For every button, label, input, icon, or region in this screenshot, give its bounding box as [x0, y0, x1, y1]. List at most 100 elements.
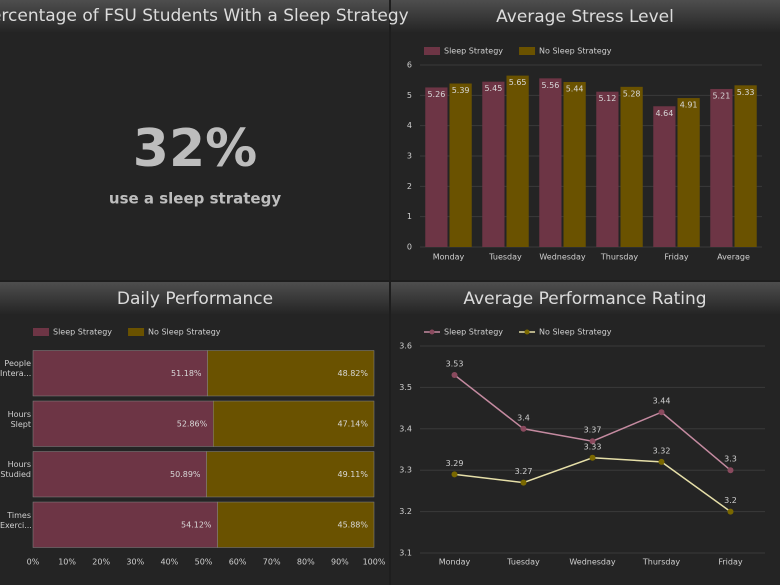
value-label: 51.18%	[171, 369, 202, 378]
value-label: 5.12	[598, 94, 616, 103]
bar	[425, 87, 448, 248]
legend-swatch	[128, 328, 145, 336]
point	[727, 508, 734, 515]
bar-segment	[206, 451, 375, 498]
point	[451, 471, 458, 478]
bar	[620, 86, 643, 247]
legend-label: No Sleep Strategy	[539, 47, 612, 56]
value-label: 3.29	[446, 459, 464, 468]
x-tick-label: Tuesday	[488, 253, 522, 262]
x-tick-label: 70%	[263, 558, 281, 567]
bar-segment	[32, 451, 207, 498]
x-tick-label: Thursday	[600, 253, 638, 262]
value-label: 3.44	[653, 397, 671, 406]
value-label: 3.37	[584, 426, 602, 435]
legend-label: No Sleep Strategy	[148, 328, 221, 337]
bar	[482, 81, 505, 247]
point	[658, 409, 665, 416]
y-tick-label: 3.4	[399, 424, 412, 433]
bar	[710, 88, 733, 247]
value-label: 54.12%	[181, 520, 212, 529]
value-label: 5.44	[566, 84, 584, 93]
chart-title: Average Performance Rating	[463, 289, 706, 309]
legend-label: No Sleep Strategy	[539, 328, 612, 337]
value-label: 3.3	[724, 455, 737, 464]
x-tick-label: 40%	[161, 558, 179, 567]
bar	[506, 75, 529, 247]
y-tick-label: 3.6	[399, 342, 412, 351]
kpi-title: Percentage of FSU Students With a Sleep …	[0, 6, 409, 26]
x-tick-label: 80%	[297, 558, 315, 567]
value-label: 47.14%	[337, 419, 368, 428]
bar-segment	[32, 400, 214, 447]
value-label: 5.26	[427, 90, 445, 99]
value-label: 48.82%	[337, 369, 368, 378]
y-tick-label: 3.3	[399, 466, 412, 475]
x-tick-label: Friday	[718, 558, 743, 567]
y-tick-label: 0	[407, 243, 412, 252]
panel-header	[391, 282, 780, 314]
point	[589, 438, 596, 445]
panel	[391, 282, 780, 585]
chart-title: Average Stress Level	[496, 7, 674, 27]
point	[658, 458, 665, 465]
value-label: 3.4	[517, 413, 530, 422]
value-label: 3.32	[653, 446, 671, 455]
bar	[539, 78, 562, 247]
y-tick-label: 3.1	[399, 549, 412, 558]
x-tick-label: 50%	[195, 558, 213, 567]
value-label: 4.64	[655, 109, 673, 118]
legend-label: Sleep Strategy	[53, 328, 112, 337]
panel-header	[391, 0, 780, 32]
point	[520, 479, 527, 486]
value-label: 3.2	[724, 496, 737, 505]
bar-segment	[217, 501, 375, 548]
value-label: 5.39	[452, 86, 470, 95]
x-tick-label: 30%	[126, 558, 144, 567]
value-label: 3.53	[446, 359, 464, 368]
point	[451, 371, 458, 378]
value-label: 50.89%	[170, 470, 201, 479]
y-tick-label: 5	[407, 91, 412, 100]
y-tick-label: 6	[407, 61, 412, 70]
bar	[596, 91, 619, 248]
x-tick-label: Monday	[433, 253, 465, 262]
legend-swatch	[519, 47, 536, 55]
bar-segment	[213, 400, 375, 447]
x-tick-label: Wednesday	[569, 558, 616, 567]
value-label: 49.11%	[337, 470, 368, 479]
y-tick-label: People Intera...	[0, 359, 31, 379]
value-label: 3.33	[584, 442, 602, 451]
x-tick-label: 60%	[229, 558, 247, 567]
y-tick-label: 3.2	[399, 507, 412, 516]
y-tick-label: Hours Slept	[7, 409, 31, 429]
panel-header	[0, 282, 389, 314]
x-tick-label: 100%	[363, 558, 386, 567]
kpi-value: 32%	[133, 119, 257, 179]
x-tick-label: 10%	[58, 558, 76, 567]
y-tick-label: 4	[407, 121, 412, 130]
value-label: 5.56	[541, 81, 559, 90]
value-label: 4.91	[680, 101, 698, 110]
chart-title: Daily Performance	[117, 289, 273, 309]
kpi-caption: use a sleep strategy	[109, 190, 281, 208]
legend-label: Sleep Strategy	[444, 47, 503, 56]
y-tick-label: 3.5	[399, 383, 412, 392]
value-label: 5.33	[737, 88, 755, 97]
x-tick-label: Thursday	[642, 558, 680, 567]
y-tick-label: Times Exerci...	[0, 510, 31, 530]
value-label: 45.88%	[337, 520, 368, 529]
x-tick-label: Tuesday	[506, 558, 540, 567]
y-tick-label: Hours Studied	[0, 460, 31, 480]
panel	[0, 0, 389, 280]
value-label: 52.86%	[177, 419, 208, 428]
panel-header	[0, 0, 389, 32]
bar	[653, 106, 676, 248]
bar-segment	[32, 350, 208, 397]
x-tick-label: 0%	[27, 558, 40, 567]
x-tick-label: Average	[717, 253, 750, 262]
legend-swatch	[424, 47, 440, 55]
category-label: People Intera...	[0, 359, 31, 379]
y-tick-label: 3	[407, 152, 412, 161]
